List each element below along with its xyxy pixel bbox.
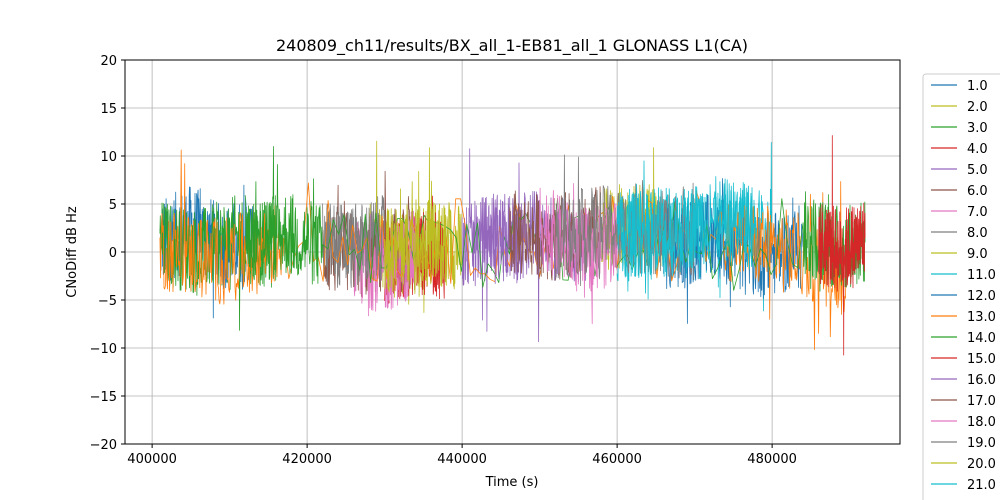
legend-entry: 15.0 [967,352,996,367]
y-tick-label: −15 [90,390,117,405]
legend-entry: 17.0 [967,394,996,409]
x-tick-label: 400000 [127,452,177,467]
legend-entry: 12.0 [967,289,996,304]
legend-entry: 2.0 [967,100,988,115]
x-tick-label: 480000 [747,452,797,467]
series-line-13-0 [159,149,850,351]
x-tick-label: 440000 [437,452,487,467]
legend-entry: 13.0 [967,310,996,325]
series-line-18-0 [539,183,618,325]
y-axis-label: CNoDiff dB Hz [65,206,80,298]
series-line-3-0 [159,195,277,331]
legend: 1.0 2.0 3.0 4.0 5.0 6.0 7.0 8.0 9.0 11.0 12.0 13.0 1… [922,73,1000,500]
legend-box [922,73,1000,500]
legend-entry: 8.0 [967,226,988,241]
legend-entry: 7.0 [967,205,988,220]
y-tick-label: 20 [100,54,117,69]
legend-entry: 16.0 [967,373,996,388]
legend-entry: 5.0 [967,163,988,178]
legend-entry: 19.0 [967,436,996,451]
y-tick-label: 15 [100,102,117,117]
series-line-20-0 [384,147,447,297]
y-tick-label: −10 [90,342,117,357]
legend-entry: 9.0 [967,247,988,262]
chart-title: 240809_ch11/results/BX_all_1-EB81_all_1 … [276,36,748,56]
x-axis-label: Time (s) [485,475,539,490]
legend-entry: 6.0 [967,184,988,199]
legend-entry: 4.0 [967,142,988,157]
legend-entry: 14.0 [967,331,996,346]
legend-entry: 3.0 [967,121,988,136]
legend-entry: 18.0 [967,415,996,430]
series-line-21-0 [616,160,757,300]
y-tick-label: −5 [98,294,117,309]
x-tick-label: 460000 [592,452,642,467]
y-tick-label: 5 [109,198,117,213]
x-tick-label: 420000 [282,452,332,467]
legend-entry: 11.0 [967,268,996,283]
legend-entry: 21.0 [967,478,996,493]
plot-area: 400000 420000 440000 460000 480000 −20 −15 −10 −… [90,54,901,467]
series-line-15-0 [818,135,866,356]
series-line-8-0 [322,195,385,288]
legend-entry: 20.0 [967,457,996,472]
y-tick-label: 10 [100,150,117,165]
legend-entry: 1.0 [967,79,988,94]
y-tick-label: −20 [90,438,117,453]
y-tick-label: 0 [109,246,117,261]
